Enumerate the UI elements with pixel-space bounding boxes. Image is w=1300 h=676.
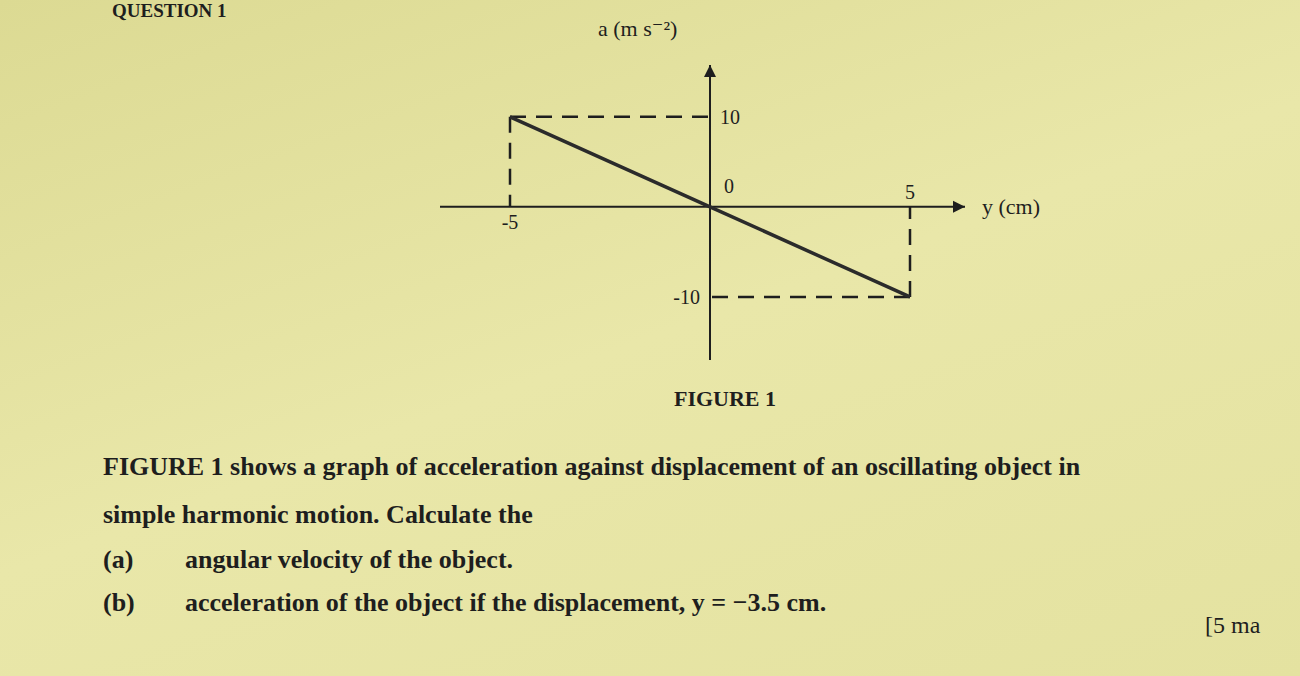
html-text:(b): (b): [103, 588, 135, 617]
svg-text:10: 10: [720, 106, 740, 128]
html-text:simple harmonic motion. Calcul: simple harmonic motion. Calculate the: [103, 500, 533, 529]
html-text:angular velocity of the object: angular velocity of the object.: [185, 545, 514, 574]
svg-text:-10: -10: [673, 286, 700, 308]
html-text:y (cm): y (cm): [982, 194, 1040, 219]
html-text:[5 ma: [5 ma: [1205, 612, 1261, 638]
svg-text:5: 5: [905, 181, 915, 203]
svg-text:-5: -5: [502, 211, 519, 233]
html-text:FIGURE 1: FIGURE 1: [674, 386, 776, 411]
svg-text:0: 0: [724, 175, 734, 197]
html-text:(a): (a): [103, 545, 134, 574]
html-text:a (m s⁻²): a (m s⁻²): [598, 16, 678, 41]
html-text:QUESTION 1: QUESTION 1: [112, 0, 227, 21]
html-text:FIGURE 1 shows a graph of acce: FIGURE 1 shows a graph of acceleration a…: [103, 452, 1081, 481]
html-text:acceleration of the object if: acceleration of the object if the displa…: [185, 588, 827, 617]
